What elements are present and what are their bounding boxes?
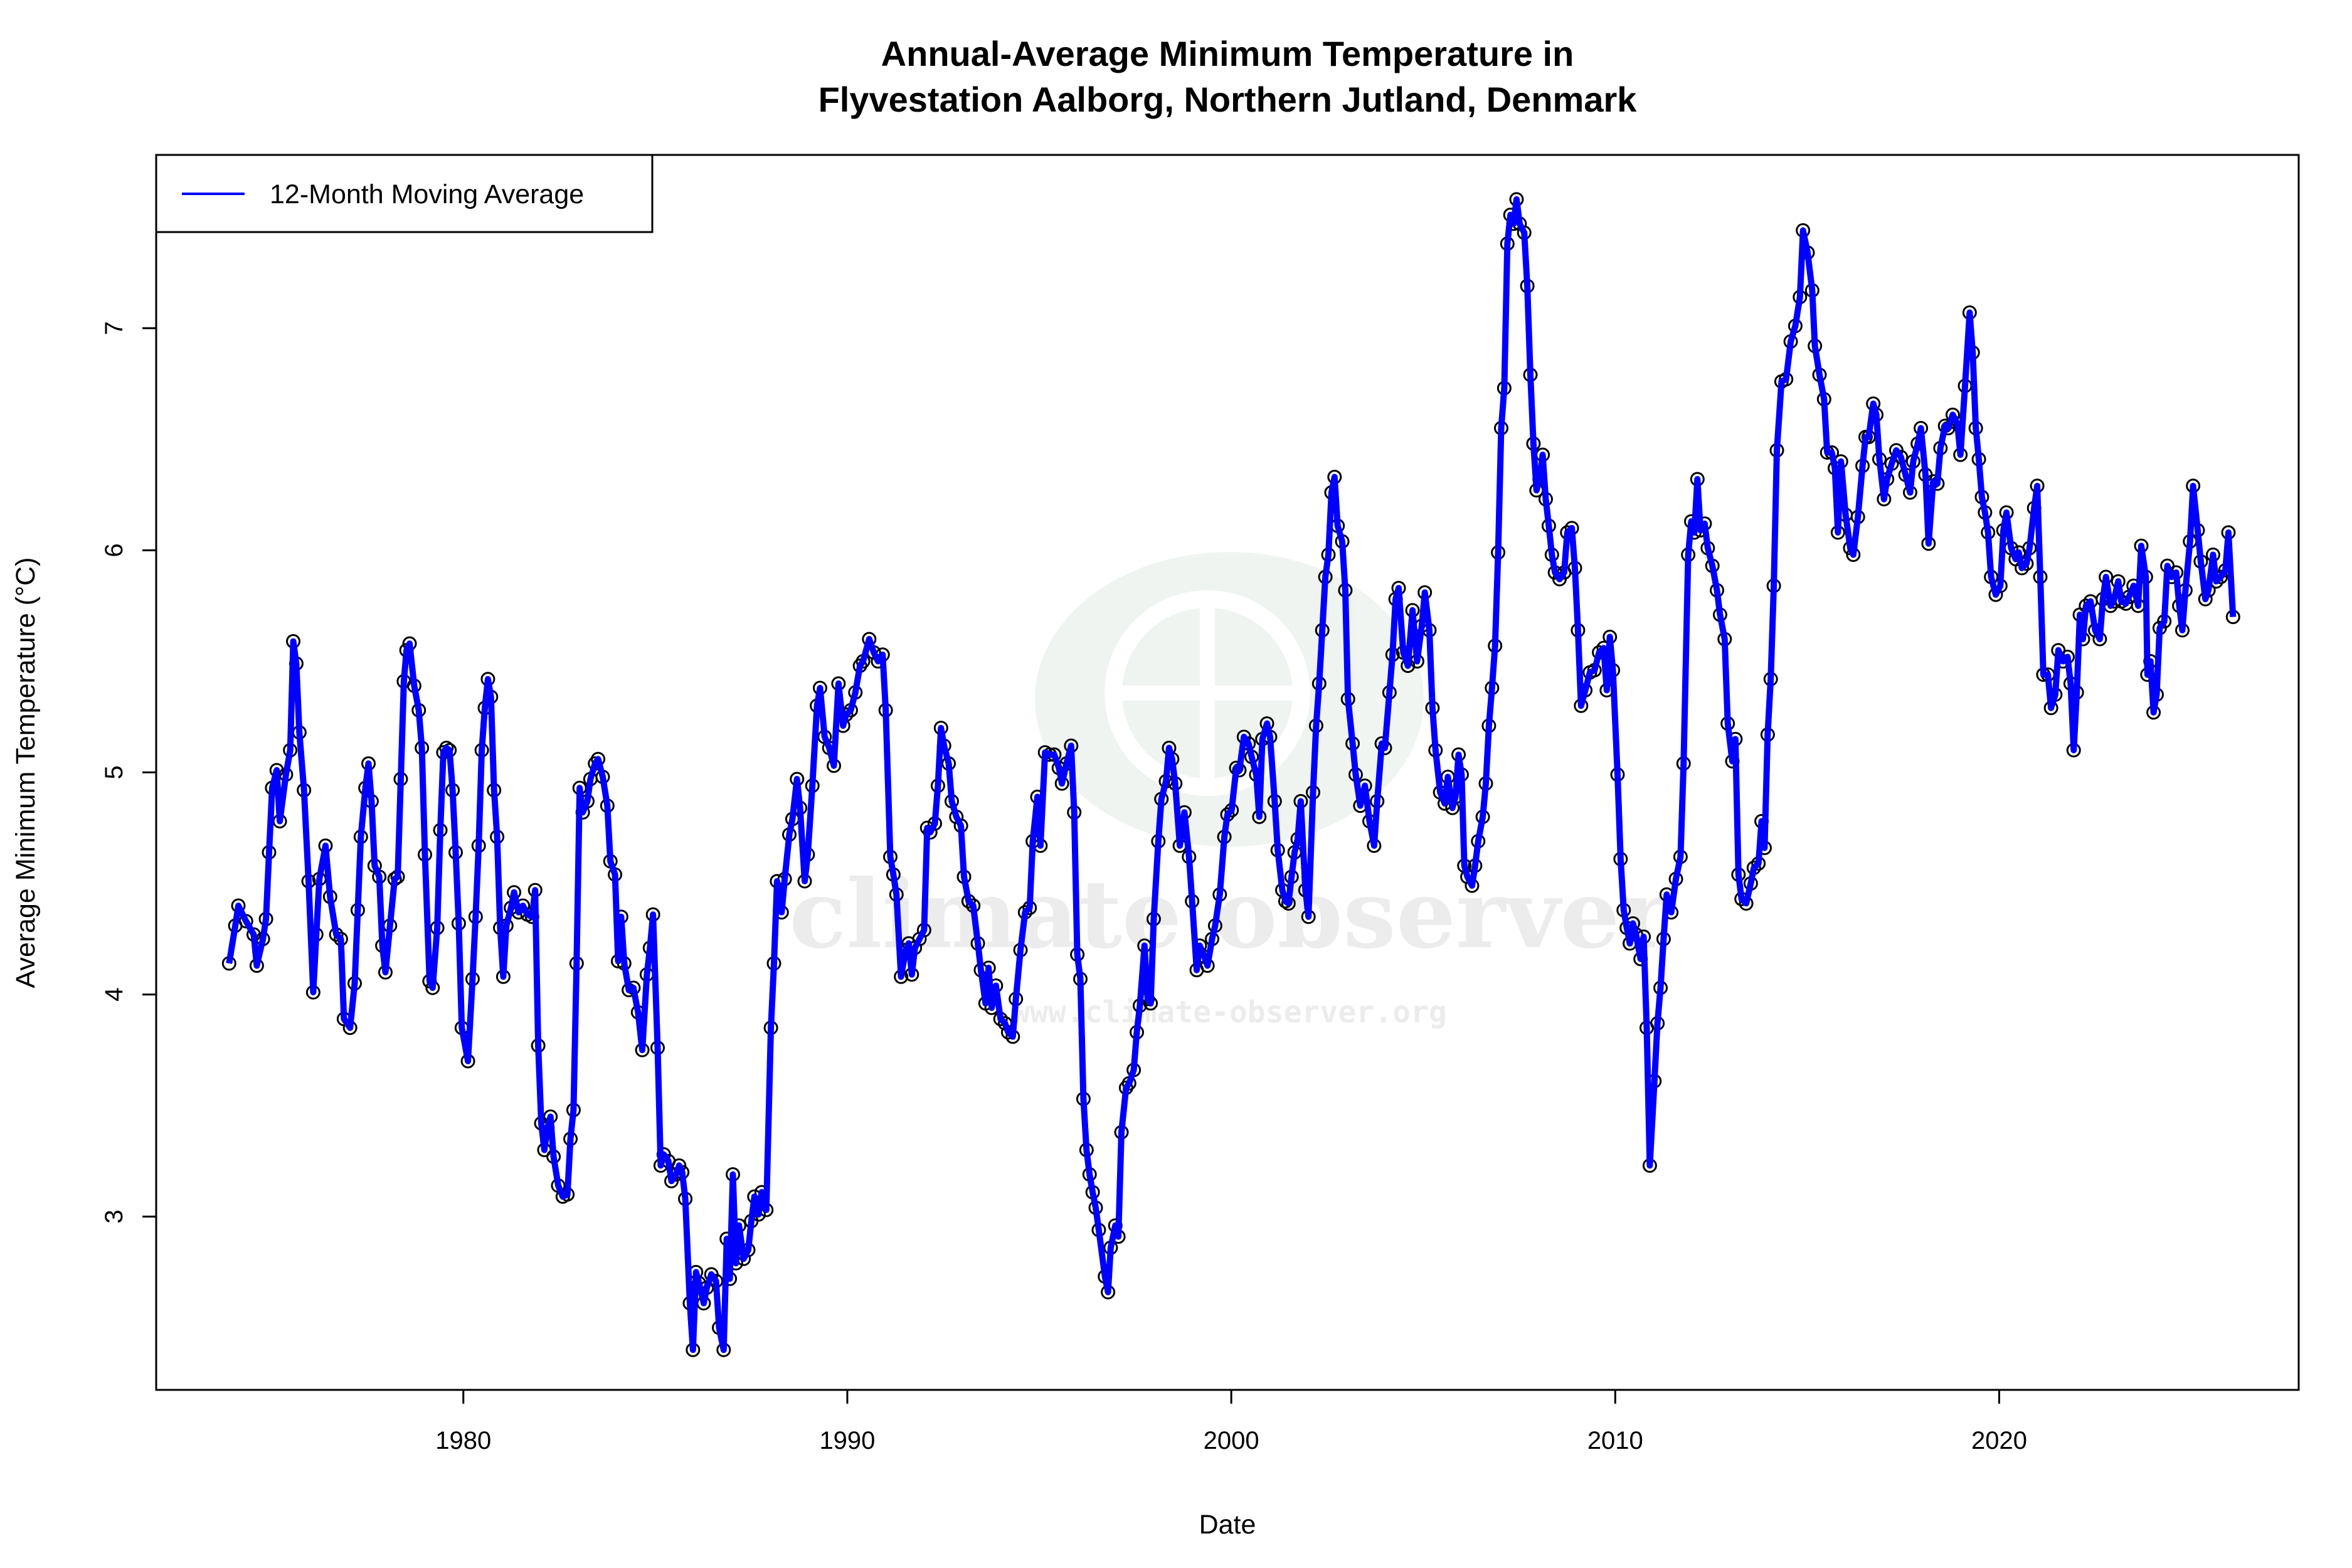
x-tick-label: 1990 [819, 1427, 875, 1454]
svg-text:www.climate-observer.org: www.climate-observer.org [1012, 995, 1447, 1030]
y-axis-label: Average Minimum Temperature (°C) [11, 557, 41, 988]
x-tick-label: 2020 [1971, 1427, 2027, 1454]
y-axis: 3 4 5 6 7 [100, 321, 157, 1224]
y-tick-label: 6 [100, 543, 128, 557]
chart-subtitle: Flyvestation Aalborg, Northern Jutland, … [818, 80, 1638, 119]
data-point [439, 741, 454, 756]
series-layer [221, 192, 2240, 1357]
x-tick-label: 2010 [1587, 1427, 1643, 1454]
legend-entry-label: 12-Month Moving Average [270, 179, 584, 209]
chart-title: Annual-Average Minimum Temperature in [881, 34, 1574, 73]
y-tick-label: 3 [100, 1210, 128, 1224]
x-axis-label: Date [1199, 1510, 1256, 1540]
x-axis: 1980 1990 2000 2010 2020 [435, 1389, 2027, 1454]
y-tick-label: 7 [100, 321, 128, 335]
x-tick-label: 1980 [435, 1427, 491, 1454]
x-tick-label: 2000 [1204, 1427, 1259, 1454]
y-tick-label: 4 [100, 988, 128, 1002]
watermark-logo: climate observer www.climate-observer.or… [789, 552, 1671, 1030]
legend: 12-Month Moving Average [155, 154, 654, 233]
series-line [226, 196, 2237, 1353]
svg-text:climate observer: climate observer [789, 859, 1671, 970]
y-tick-label: 5 [100, 765, 128, 779]
